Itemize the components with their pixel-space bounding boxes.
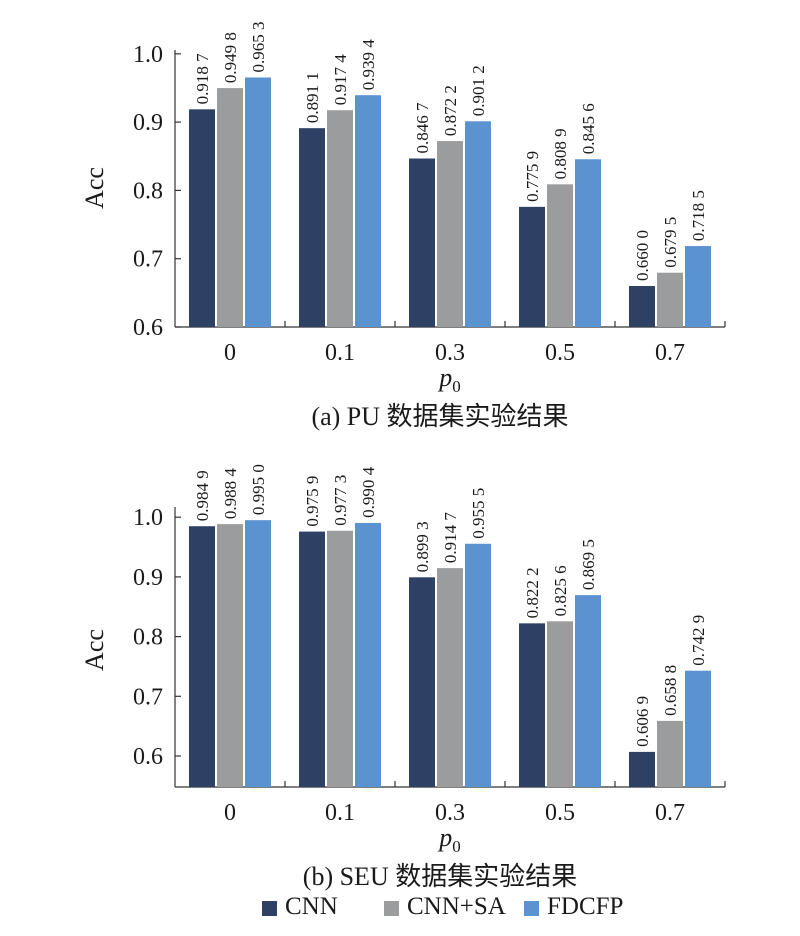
data-label: 0.679 5 (661, 217, 680, 268)
bar-cnn-sa-2 (437, 141, 463, 327)
y-tick-label: 1.0 (133, 505, 163, 531)
y-tick-label: 0.9 (133, 110, 163, 136)
bar-cnn-3 (519, 623, 545, 787)
bar-fdcfp-2 (465, 121, 491, 328)
y-tick-label: 0.8 (133, 625, 163, 651)
bar-cnn-2 (409, 158, 435, 327)
x-axis-title: p0 (437, 823, 461, 856)
data-label: 0.917 4 (331, 54, 350, 106)
bar-fdcfp-1 (355, 522, 381, 787)
x-tick-label: 0.5 (545, 800, 575, 826)
bar-cnn-4 (629, 286, 655, 327)
x-tick-label: 0 (224, 340, 236, 366)
y-tick-label: 1.0 (133, 42, 163, 68)
data-label: 0.918 7 (193, 53, 212, 105)
bar-fdcfp-3 (575, 159, 601, 327)
data-label: 0.965 3 (249, 22, 268, 73)
data-label: 0.822 2 (523, 567, 542, 618)
y-tick-label: 0.6 (133, 744, 163, 770)
bar-cnn-1 (299, 531, 325, 787)
x-tick-label: 0.7 (655, 340, 685, 366)
bar-cnn-sa-1 (327, 110, 353, 328)
data-label: 0.808 9 (551, 128, 570, 179)
y-tick-label: 0.8 (133, 178, 163, 204)
y-tick-label: 0.7 (133, 684, 163, 710)
data-label: 0.984 9 (193, 470, 212, 521)
chart-caption: (b) SEU 数据集实验结果 (303, 862, 577, 891)
y-axis-title: Acc (80, 629, 109, 671)
x-tick-label: 0.3 (435, 340, 465, 366)
legend: CNN CNN+SA FDCFP (262, 893, 623, 920)
data-label: 0.955 5 (469, 488, 488, 539)
bar-fdcfp-3 (575, 595, 601, 787)
x-tick-label: 0.5 (545, 340, 575, 366)
x-tick-label: 0.1 (325, 800, 355, 826)
bar-fdcfp-1 (355, 95, 381, 328)
legend-swatch (262, 901, 277, 916)
bar-fdcfp-2 (465, 543, 491, 787)
data-label: 0.891 1 (303, 72, 322, 123)
chart-0: 0.6 0.7 0.8 0.9 1.0 Acc 0 0.918 7 0.949 8 0.965 3… (80, 22, 726, 431)
bar-cnn-sa-3 (547, 184, 573, 327)
bar-cnn-sa-0 (217, 524, 243, 787)
x-tick-label: 0.7 (655, 800, 685, 826)
bar-cnn-2 (409, 577, 435, 787)
data-label: 0.975 9 (303, 476, 322, 527)
bar-cnn-3 (519, 206, 545, 327)
bar-cnn-sa-0 (217, 88, 243, 327)
data-label: 0.845 6 (579, 103, 598, 154)
y-axis-title: Acc (80, 167, 109, 209)
data-label: 0.658 8 (661, 665, 680, 716)
data-label: 0.990 4 (359, 466, 378, 518)
x-axis-title: p0 (437, 363, 461, 396)
x-tick-label: 0 (224, 800, 236, 826)
y-tick-label: 0.9 (133, 565, 163, 591)
bar-fdcfp-4 (685, 670, 711, 787)
bar-cnn-sa-2 (437, 568, 463, 787)
legend-swatch (384, 901, 399, 916)
data-label: 0.914 7 (441, 512, 460, 564)
data-label: 0.660 0 (633, 230, 652, 281)
chart-caption: (a) PU 数据集实验结果 (311, 402, 568, 431)
bar-cnn-sa-4 (657, 720, 683, 787)
legend-label: FDCFP (547, 893, 623, 920)
data-label: 0.988 4 (221, 468, 240, 520)
legend-label: CNN+SA (407, 893, 506, 920)
bar-cnn-sa-4 (657, 272, 683, 327)
data-label: 0.995 0 (249, 464, 268, 515)
bar-cnn-4 (629, 751, 655, 787)
data-label: 0.949 8 (221, 32, 240, 83)
bar-cnn-sa-1 (327, 530, 353, 787)
bar-cnn-0 (189, 109, 215, 327)
data-label: 0.742 9 (689, 615, 708, 666)
x-tick-label: 0.1 (325, 340, 355, 366)
legend-label: CNN (285, 893, 338, 920)
x-tick-label: 0.3 (435, 800, 465, 826)
bar-cnn-1 (299, 128, 325, 327)
data-label: 0.899 3 (413, 521, 432, 572)
data-label: 0.869 5 (579, 539, 598, 590)
bar-fdcfp-4 (685, 246, 711, 327)
bar-fdcfp-0 (245, 77, 271, 328)
data-label: 0.939 4 (359, 39, 378, 91)
data-label: 0.825 6 (551, 565, 570, 616)
data-label: 0.977 3 (331, 475, 350, 526)
bar-cnn-0 (189, 526, 215, 787)
data-label: 0.901 2 (469, 65, 488, 116)
y-tick-label: 0.6 (133, 315, 163, 341)
data-label: 0.606 9 (633, 696, 652, 747)
data-label: 0.775 9 (523, 151, 542, 202)
bar-fdcfp-0 (245, 520, 271, 787)
y-tick-label: 0.7 (133, 247, 163, 273)
data-label: 0.718 5 (689, 190, 708, 241)
data-label: 0.846 7 (413, 102, 432, 154)
chart-1: 0.6 0.7 0.8 0.9 1.0 Acc 0 0.984 9 0.988 4 0.995 0… (80, 464, 726, 891)
bar-cnn-sa-3 (547, 621, 573, 787)
data-label: 0.872 2 (441, 85, 460, 136)
legend-swatch (524, 901, 539, 916)
